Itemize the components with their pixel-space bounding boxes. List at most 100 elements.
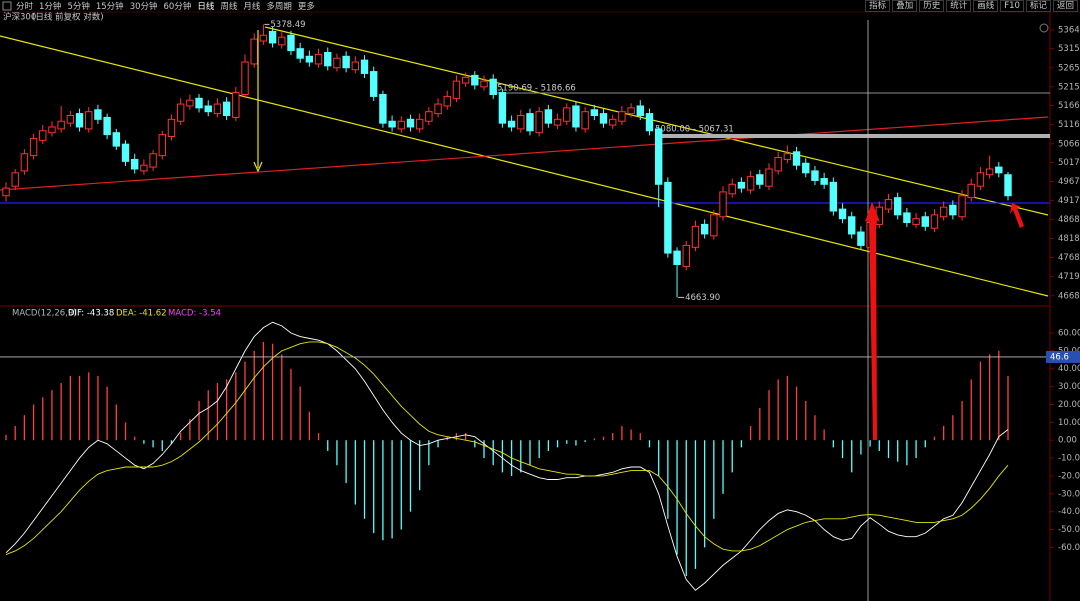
tool-button[interactable]: 叠加 xyxy=(892,0,918,12)
marks: 5364 5315 5265 5215 5166 5116 5066 5017 4967 4917… xyxy=(0,20,1080,591)
candle-body xyxy=(167,118,176,138)
y-tick-label: 5116 xyxy=(1058,120,1080,130)
candle-body xyxy=(664,181,672,254)
y-tick-label: 4818 xyxy=(1058,234,1080,244)
candle-body xyxy=(967,183,975,199)
candle-body xyxy=(121,143,130,162)
candle-body xyxy=(581,111,589,130)
tool-button[interactable]: 画线 xyxy=(973,0,999,12)
candle-body xyxy=(29,137,38,157)
candle-body xyxy=(838,208,847,220)
y-tick-label: -50.00 xyxy=(1058,525,1080,535)
settings-icon[interactable] xyxy=(1039,23,1049,33)
candle-body xyxy=(700,223,709,235)
candle-body xyxy=(1004,174,1012,197)
tool-button[interactable]: 标记 xyxy=(1025,0,1051,12)
period-tab[interactable]: 30分钟 xyxy=(129,2,158,12)
period-tab[interactable]: 1分钟 xyxy=(39,2,62,12)
candle-body xyxy=(517,115,525,130)
period-tab[interactable]: 60分钟 xyxy=(163,2,192,12)
legend-entry: DEA: -41.62 xyxy=(116,309,167,319)
candle-body xyxy=(305,55,314,63)
candle-body xyxy=(415,118,424,130)
candle-body xyxy=(590,109,599,117)
candle-body xyxy=(333,57,341,69)
candle-body xyxy=(296,48,304,59)
candle-body xyxy=(746,176,755,191)
tool-button[interactable]: F10 xyxy=(1000,0,1024,12)
candle-body xyxy=(719,191,727,218)
chart-title: 沪深300 xyxy=(3,12,36,23)
candle-body xyxy=(609,118,617,126)
candle-body xyxy=(48,126,56,134)
candle-body xyxy=(149,153,157,168)
candle-body xyxy=(949,204,957,216)
candle-body xyxy=(94,109,102,120)
candle-body xyxy=(406,118,415,128)
candle-body xyxy=(471,74,479,86)
candle-body xyxy=(930,214,939,229)
candle-body xyxy=(158,134,166,157)
candle-body xyxy=(222,101,231,117)
tool-buttons: 指标 叠加 历史 统计 画线 F10 标记 返回 xyxy=(865,0,1080,12)
period-tab[interactable]: 5分钟 xyxy=(67,2,90,12)
candle-body xyxy=(939,206,948,218)
tool-button[interactable]: 历史 xyxy=(919,0,945,12)
y-tick-label: 4668 xyxy=(1058,291,1080,301)
candle-body xyxy=(20,153,29,172)
candle-body xyxy=(563,107,571,122)
y-tick-label: 5315 xyxy=(1058,44,1080,54)
candle-body xyxy=(756,174,764,185)
candle-body xyxy=(241,61,249,95)
candle-body xyxy=(645,113,654,132)
candle-body xyxy=(360,59,369,74)
candle-body xyxy=(2,187,10,197)
candle-body xyxy=(802,162,810,174)
level-label: 5080.00 - 5067.31 xyxy=(655,125,734,135)
candle-body xyxy=(379,93,387,124)
candle-body xyxy=(324,51,332,67)
macd-line xyxy=(5,321,1009,591)
y-tick-label: 5166 xyxy=(1058,101,1080,111)
period-tab[interactable]: 多周期 xyxy=(266,2,292,12)
tool-button[interactable]: 返回 xyxy=(1052,0,1078,12)
period-tab[interactable]: 分时 xyxy=(16,2,34,12)
candle-body xyxy=(691,225,700,248)
candle-body xyxy=(507,120,516,128)
candle-body xyxy=(388,120,396,128)
candle-body xyxy=(232,92,240,118)
candle-body xyxy=(673,250,681,266)
y-tick-label: 5066 xyxy=(1058,139,1080,149)
low-label: 4663.90 xyxy=(685,293,720,303)
candle-body xyxy=(452,80,461,99)
y-tick-label: 40.00 xyxy=(1058,364,1080,374)
y-tick-label: 60.00 xyxy=(1058,329,1080,339)
candle-body xyxy=(903,212,911,223)
candle-body xyxy=(443,95,451,107)
channel-line xyxy=(264,26,1049,216)
cursor-readout-box xyxy=(1046,350,1080,363)
candle-body xyxy=(176,103,185,122)
candle-body xyxy=(912,218,920,225)
tool-button[interactable]: 指标 xyxy=(865,0,891,12)
candle-body xyxy=(618,111,626,122)
y-tick-label: -40.00 xyxy=(1058,507,1080,517)
candle-body xyxy=(526,113,534,132)
period-tab[interactable]: 日线 xyxy=(197,2,215,12)
tool-button[interactable]: 统计 xyxy=(946,0,972,12)
period-tab[interactable]: 月线 xyxy=(243,2,261,12)
candle-body xyxy=(654,128,663,185)
toolbar: 分时 1分钟 5分钟 15分钟 30分钟 60分钟 日线 周线 月线 多周期 更多 指标 叠加 历史 统计… xyxy=(0,0,1080,12)
legend-entry: DIF: -43.38 xyxy=(68,309,114,319)
period-tab[interactable]: 15分钟 xyxy=(95,2,124,12)
candle-body xyxy=(103,116,111,136)
candle-body xyxy=(857,231,865,246)
candle-body xyxy=(287,34,295,52)
period-tab[interactable]: 更多 xyxy=(297,2,315,12)
red-arrow xyxy=(1010,203,1024,228)
y-tick-label: 20.00 xyxy=(1058,400,1080,410)
candle-body xyxy=(829,181,838,212)
period-tab[interactable]: 周线 xyxy=(220,2,238,12)
